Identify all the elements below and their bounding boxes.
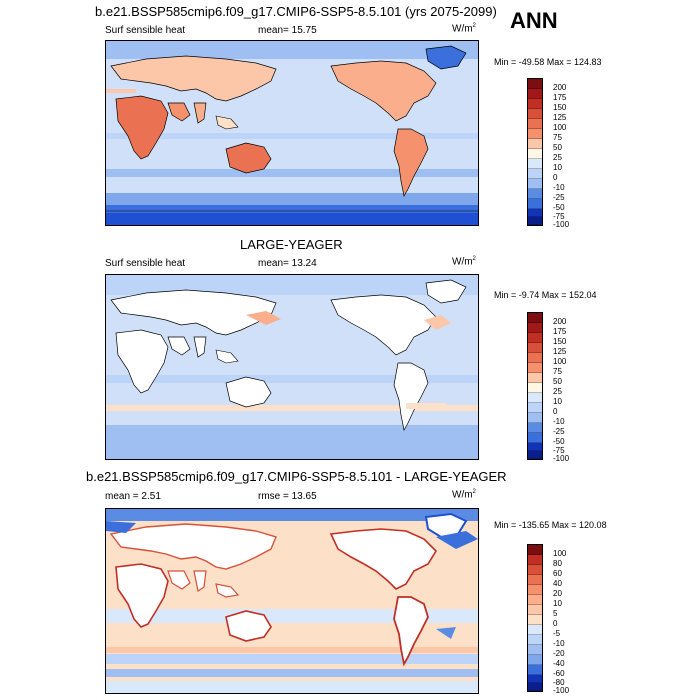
panel1-tick: 100 <box>553 123 567 132</box>
panel1-tick: 10 <box>553 163 562 172</box>
panel3-tick: 20 <box>553 589 562 598</box>
panel1-colorbar <box>527 78 543 226</box>
panel1-map-canvas <box>106 41 478 225</box>
panel3-tick: 60 <box>553 569 562 578</box>
panel1-map <box>105 40 479 226</box>
panel3-tick: -10 <box>553 639 565 648</box>
panel3-tick: -60 <box>553 669 565 678</box>
panel3-map <box>105 508 479 694</box>
panel2-tick: 200 <box>553 317 567 326</box>
panel1-variable-label: Surf sensible heat <box>105 25 186 36</box>
panel2-tick: 25 <box>553 387 562 396</box>
panel1-units: W/m2 <box>452 23 476 35</box>
panel1-mean-label: mean= 15.75 <box>258 25 317 36</box>
panel3-tick: 80 <box>553 559 562 568</box>
panel1-tick: 150 <box>553 103 567 112</box>
panel3-tick: 0 <box>553 619 558 628</box>
panel2-tick: -75 <box>553 446 565 455</box>
panel3-tick: -80 <box>553 678 565 687</box>
panel2-map-canvas <box>106 275 478 459</box>
panel2-mean-label: mean= 13.24 <box>258 258 317 269</box>
panel3-tick: 10 <box>553 599 562 608</box>
panel1-minmax: Min = -49.58 Max = 124.83 <box>494 57 602 67</box>
panel2-tick: 50 <box>553 377 562 386</box>
panel2-variable-label: Surf sensible heat <box>105 258 186 269</box>
panel1-tick: 125 <box>553 113 567 122</box>
season-label: ANN <box>510 8 558 33</box>
panel3-tick: -20 <box>553 649 565 658</box>
panel2-tick: 150 <box>553 337 567 346</box>
panel2-tick: 100 <box>553 357 567 366</box>
panel3-tick: -40 <box>553 659 565 668</box>
panel1-tick: -10 <box>553 183 565 192</box>
panel2-tick: -100 <box>553 454 570 463</box>
panel3-colorbar <box>527 544 543 692</box>
panel2-tick: -25 <box>553 427 565 436</box>
panel2-tick: 10 <box>553 397 562 406</box>
panel3-tick: 5 <box>553 609 558 618</box>
panel2-title: LARGE-YEAGER <box>240 237 343 252</box>
panel1-tick: 200 <box>553 83 567 92</box>
panel2-tick: 175 <box>553 327 567 336</box>
panel1-tick: 175 <box>553 93 567 102</box>
panel3-map-canvas <box>106 509 478 693</box>
panel3-title: b.e21.BSSP585cmip6.f09_g17.CMIP6-SSP5-8.… <box>86 469 507 484</box>
panel2-units: W/m2 <box>452 256 476 268</box>
panel2-tick: -10 <box>553 417 565 426</box>
panel2-tick: 125 <box>553 347 567 356</box>
panel2-map <box>105 274 479 460</box>
panel1-tick: 0 <box>553 173 558 182</box>
panel3-tick: 100 <box>553 549 567 558</box>
panel1-title: b.e21.BSSP585cmip6.f09_g17.CMIP6-SSP5-8.… <box>95 4 497 19</box>
panel3-units: W/m2 <box>452 489 476 501</box>
panel2-colorbar <box>527 312 543 460</box>
panel1-tick: -50 <box>553 203 565 212</box>
panel3-mean-label: mean = 2.51 <box>105 491 161 502</box>
panel1-tick: 25 <box>553 153 562 162</box>
panel2-tick: 75 <box>553 367 562 376</box>
panel1-tick: -100 <box>553 220 570 229</box>
panel1-tick: 75 <box>553 133 562 142</box>
panel3-minmax: Min = -135.65 Max = 120.08 <box>494 520 607 530</box>
panel2-tick: -50 <box>553 437 565 446</box>
panel1-tick: -75 <box>553 212 565 221</box>
panel3-tick: -5 <box>553 629 561 638</box>
panel3-rmse-label: rmse = 13.65 <box>258 491 317 502</box>
panel2-minmax: Min = -9.74 Max = 152.04 <box>494 290 597 300</box>
panel3-tick: 40 <box>553 579 562 588</box>
panel2-tick: 0 <box>553 407 558 416</box>
panel3-tick: -100 <box>553 686 570 695</box>
panel1-tick: -25 <box>553 193 565 202</box>
panel1-tick: 50 <box>553 143 562 152</box>
